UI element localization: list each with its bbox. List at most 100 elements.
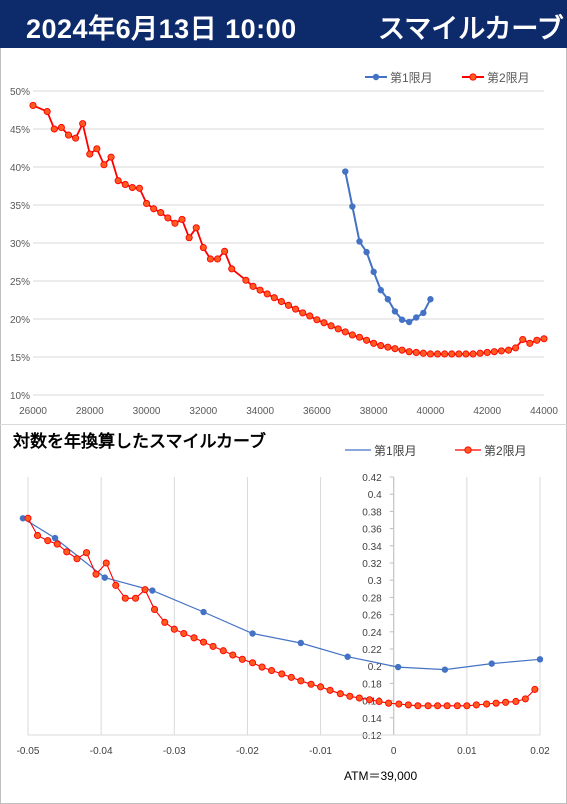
- y-tick-label: 45%: [10, 125, 30, 136]
- x-tick-label: 38000: [360, 406, 388, 417]
- data-point: [317, 683, 325, 691]
- data-point: [405, 318, 413, 326]
- data-point: [44, 537, 52, 545]
- legend-marker: [469, 73, 477, 81]
- data-point: [102, 559, 110, 567]
- data-point: [192, 224, 200, 232]
- x-tick-label: 26000: [19, 406, 47, 417]
- data-point: [370, 339, 378, 347]
- data-point: [284, 301, 293, 309]
- data-point: [512, 697, 520, 706]
- data-point: [426, 350, 434, 358]
- legend-marker: [372, 73, 380, 81]
- data-point: [268, 666, 276, 675]
- data-point: [249, 630, 256, 637]
- data-point: [112, 581, 120, 589]
- data-point: [483, 348, 491, 356]
- data-point: [502, 698, 510, 706]
- y-tick-label: 0.12: [362, 731, 382, 742]
- data-point: [143, 199, 151, 208]
- data-point: [492, 699, 500, 707]
- data-point: [161, 618, 169, 626]
- data-point: [497, 347, 505, 355]
- data-point: [248, 659, 257, 667]
- data-point: [441, 666, 449, 673]
- data-point: [82, 549, 91, 557]
- series-line: [27, 518, 536, 707]
- x-tick-label: 36000: [303, 406, 331, 417]
- data-point: [292, 305, 300, 313]
- data-point: [287, 673, 295, 681]
- data-point: [277, 297, 285, 306]
- data-point: [404, 701, 412, 709]
- data-point: [413, 314, 420, 321]
- data-point: [320, 319, 328, 327]
- chart-divider: [0, 424, 567, 425]
- data-point: [141, 586, 149, 594]
- y-tick-label: 0.22: [362, 645, 382, 656]
- data-point: [228, 265, 236, 273]
- y-tick-label: 40%: [10, 163, 30, 174]
- data-point: [512, 344, 520, 352]
- smile-curve-chart: 10% 15% 20% 25% 30% 35% 40% 45% 50% 26000 28000 300…: [10, 71, 558, 417]
- series-line: [22, 517, 541, 671]
- data-point: [238, 655, 246, 663]
- y-tick-label: 35%: [10, 201, 30, 212]
- data-point: [63, 548, 71, 556]
- x-tick-label: -0.05: [17, 746, 40, 757]
- data-point: [476, 349, 484, 357]
- legend-label: 第1限月: [374, 444, 417, 458]
- data-point: [531, 685, 539, 693]
- x-tick-label: 40000: [417, 406, 445, 417]
- data-point: [178, 215, 186, 223]
- header-bar: 2024年6月13日 10:00 スマイルカーブ: [0, 0, 567, 48]
- data-point: [57, 123, 65, 132]
- y-tick-label: 0.2: [368, 662, 382, 673]
- data-point: [443, 702, 451, 710]
- data-point: [463, 702, 471, 710]
- data-point: [150, 205, 158, 213]
- data-point: [93, 145, 101, 153]
- y-tick-label: 0.24: [362, 628, 382, 639]
- data-point: [355, 333, 364, 341]
- data-point: [43, 107, 51, 116]
- data-point: [33, 531, 42, 540]
- data-point: [336, 690, 344, 698]
- data-point: [384, 343, 392, 351]
- header-chart-name: スマイルカーブ: [378, 14, 564, 44]
- data-point: [419, 349, 427, 357]
- data-point: [377, 286, 384, 294]
- data-point: [50, 125, 58, 133]
- data-point: [213, 255, 222, 263]
- y-tick-label: 0.32: [362, 559, 382, 570]
- data-point: [229, 651, 237, 659]
- data-point: [375, 697, 383, 706]
- data-point: [363, 248, 370, 256]
- data-point: [424, 702, 432, 710]
- data-point: [341, 328, 349, 336]
- data-point: [263, 290, 271, 298]
- data-point: [420, 309, 427, 317]
- y-tick-label: 0.26: [362, 611, 382, 622]
- data-point: [258, 663, 266, 671]
- data-point: [171, 219, 179, 227]
- data-point: [131, 594, 140, 602]
- x-tick-label: 0.01: [457, 746, 477, 757]
- data-point: [348, 331, 356, 339]
- data-point: [462, 350, 470, 358]
- legend-marker: [464, 446, 472, 454]
- y-tick-label: 0.42: [362, 473, 382, 484]
- data-point: [363, 336, 371, 344]
- data-point: [219, 647, 227, 655]
- data-point: [414, 702, 422, 710]
- data-point: [533, 336, 541, 344]
- data-point: [504, 346, 513, 354]
- data-point: [72, 134, 80, 142]
- data-point: [488, 660, 495, 667]
- data-point: [433, 350, 442, 358]
- data-point: [199, 638, 208, 646]
- data-point: [64, 131, 73, 139]
- data-point: [395, 700, 403, 708]
- y-tick-label: 0.3: [368, 576, 382, 587]
- data-point: [448, 350, 456, 358]
